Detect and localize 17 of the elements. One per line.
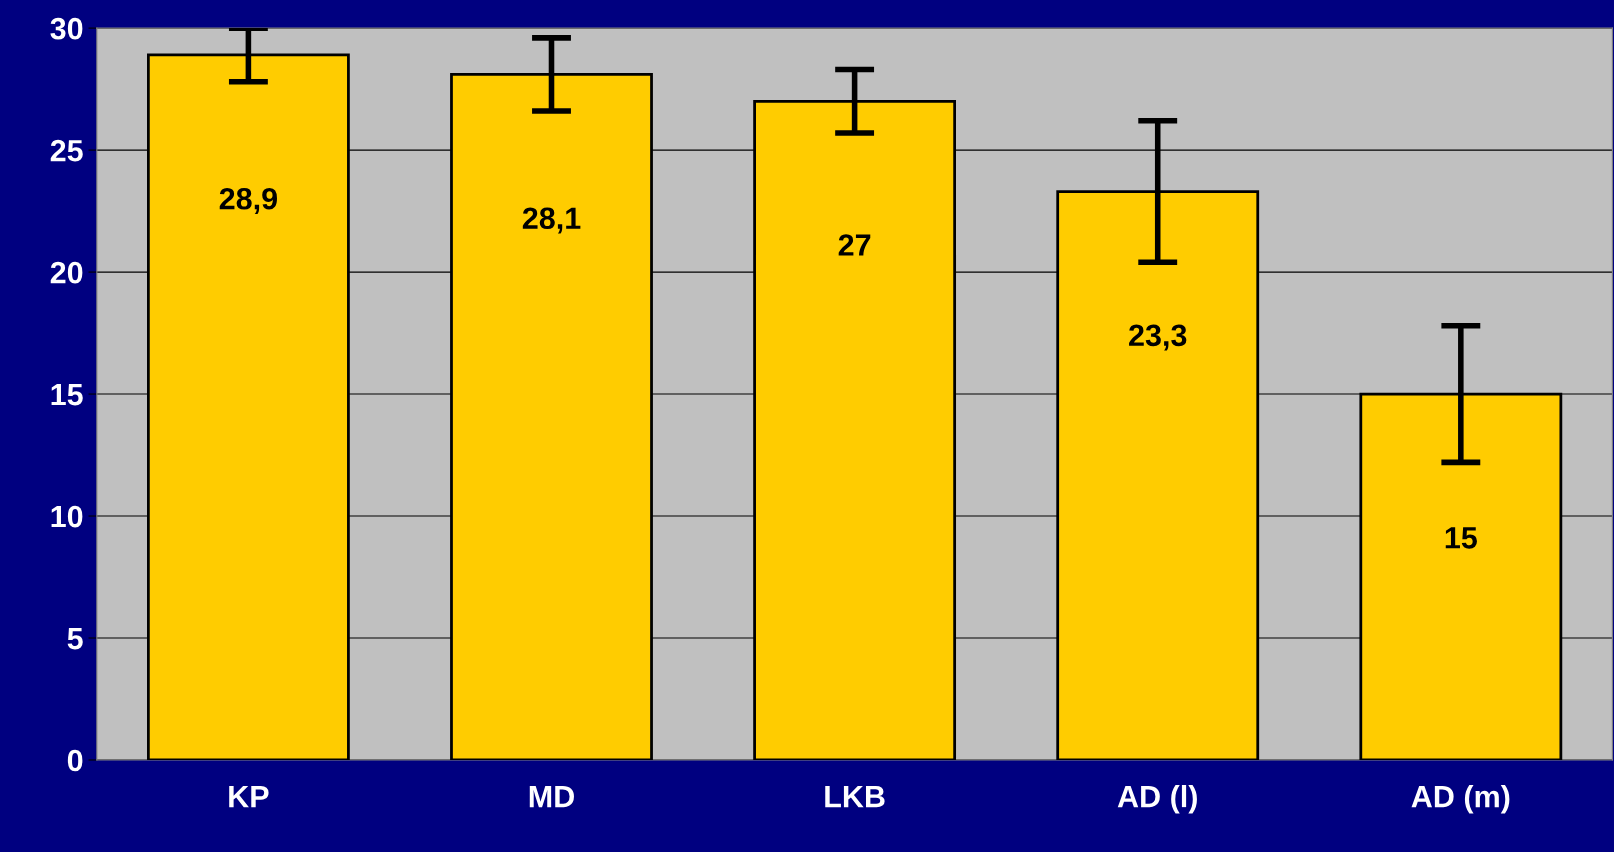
y-tick-label: 30 bbox=[50, 17, 83, 40]
data-label: 28,9 bbox=[219, 187, 277, 214]
x-tick-label: AD (l) bbox=[1117, 784, 1197, 814]
x-tick-label: MD bbox=[529, 786, 574, 808]
y-tick-label: 20 bbox=[50, 261, 83, 284]
y-tick-label: 0 bbox=[67, 749, 83, 772]
y-tick-label: 25 bbox=[50, 139, 83, 162]
y-tick-label: 5 bbox=[67, 628, 83, 650]
y-tick-label: 15 bbox=[51, 384, 83, 406]
x-tick-label: AD (m) bbox=[1411, 784, 1510, 814]
data-label: 27 bbox=[838, 234, 871, 256]
data-label: 28,1 bbox=[522, 207, 581, 234]
data-label: 23,3 bbox=[1129, 324, 1187, 351]
x-tick-label: KP bbox=[229, 786, 269, 808]
x-tick-label: LKB bbox=[825, 786, 885, 808]
y-tick-label: 10 bbox=[51, 505, 83, 528]
data-label: 15 bbox=[1445, 527, 1477, 549]
